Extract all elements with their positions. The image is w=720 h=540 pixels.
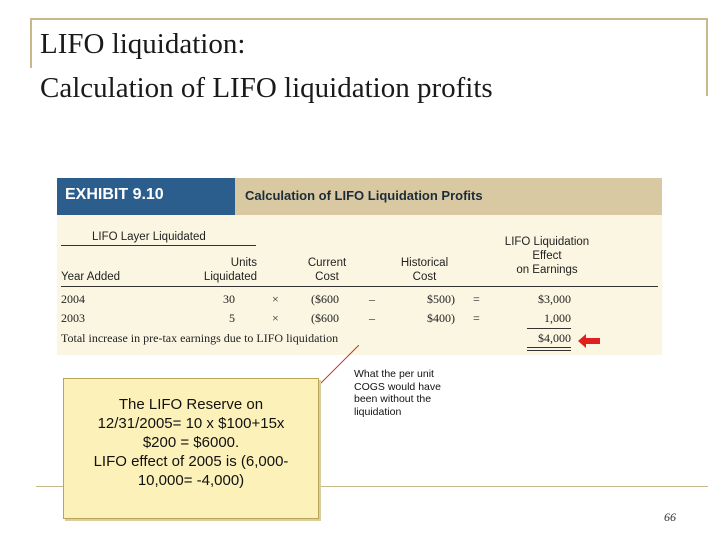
row-equals: = <box>473 311 480 325</box>
page-number: 66 <box>664 510 676 524</box>
row-current: ($600 <box>311 292 339 306</box>
row-historical: $400) <box>427 311 455 325</box>
red-arrow-icon <box>578 334 600 348</box>
slide-subtitle: Calculation of LIFO liquidation profits <box>40 72 493 104</box>
header-year-added: Year Added <box>61 271 121 283</box>
lifo-reserve-callout: The LIFO Reserve on 12/31/2005= 10 x $10… <box>63 378 319 519</box>
header-units-liquidated: Units Liquidated <box>203 257 257 283</box>
exhibit-header: EXHIBIT 9.10 Calculation of LIFO Liquida… <box>57 178 662 215</box>
group-header: LIFO Layer Liquidated <box>92 231 206 243</box>
row-minus: – <box>369 311 375 325</box>
row-current: ($600 <box>311 311 339 325</box>
callout-text: The LIFO Reserve on 12/31/2005= 10 x $10… <box>93 396 289 489</box>
row-units: 5 <box>229 311 235 325</box>
header-current-cost: Current Cost <box>307 257 347 283</box>
header-liquidation-effect: LIFO Liquidation Effect on Earnings <box>504 236 590 276</box>
row-times: × <box>272 292 279 306</box>
total-value: $4,000 <box>538 331 571 345</box>
frame-top-line <box>30 18 708 20</box>
row-times: × <box>272 311 279 325</box>
cogs-note: What the per unit COGS would have been w… <box>354 368 441 418</box>
total-double-rule-2 <box>527 350 571 351</box>
frame-right-line <box>706 18 708 96</box>
row-effect: $3,000 <box>538 292 571 306</box>
total-double-rule-1 <box>527 347 571 348</box>
row-effect: 1,000 <box>544 311 571 325</box>
row-year: 2003 <box>61 311 85 325</box>
callout-pointer-line <box>319 345 359 385</box>
subtotal-rule <box>527 328 571 329</box>
exhibit-label-box: EXHIBIT 9.10 <box>57 178 235 215</box>
header-rule <box>61 286 658 287</box>
group-header-rule <box>61 245 256 246</box>
exhibit-table: EXHIBIT 9.10 Calculation of LIFO Liquida… <box>57 178 662 355</box>
frame-left-line <box>30 18 32 68</box>
total-label: Total increase in pre-tax earnings due t… <box>61 331 339 345</box>
row-equals: = <box>473 292 480 306</box>
header-historical-cost: Historical Cost <box>400 257 449 283</box>
row-units: 30 <box>223 292 235 306</box>
slide-title: LIFO liquidation: <box>40 28 246 60</box>
frame-bottom-line <box>36 486 708 487</box>
exhibit-title: Calculation of LIFO Liquidation Profits <box>245 188 483 203</box>
row-year: 2004 <box>61 292 85 306</box>
exhibit-label: EXHIBIT 9.10 <box>65 186 164 203</box>
row-minus: – <box>369 292 375 306</box>
row-historical: $500) <box>427 292 455 306</box>
